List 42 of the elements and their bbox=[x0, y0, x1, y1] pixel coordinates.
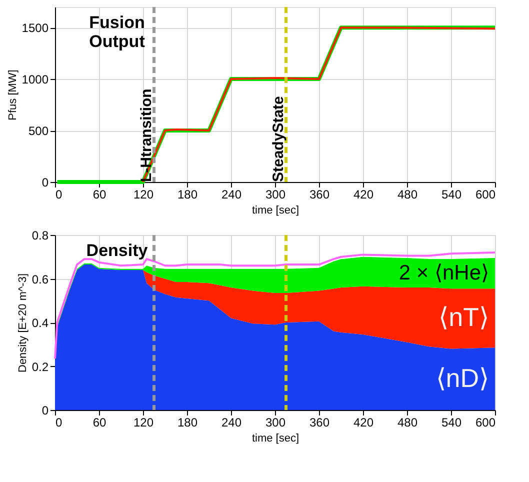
y-tick-label: 1000 bbox=[22, 72, 49, 87]
x-tick-label: 240 bbox=[221, 188, 242, 202]
ref-line-label: SteadyState bbox=[270, 96, 287, 182]
y-tick-label: 1500 bbox=[22, 21, 49, 36]
y-axis-title: Pfus [MW] bbox=[6, 70, 19, 120]
x-tick-label: 420 bbox=[353, 188, 374, 202]
y-axis-title: Density [E+20 m^-3] bbox=[16, 273, 29, 373]
x-tick-label: 60 bbox=[92, 416, 106, 430]
x-axis-title: time [sec] bbox=[252, 204, 300, 216]
x-tick-label: 600 bbox=[475, 416, 496, 430]
x-tick-label: 0 bbox=[56, 188, 62, 202]
y-tick-label: 500 bbox=[28, 124, 49, 138]
ref-line-label: L-Htransition bbox=[138, 88, 155, 182]
x-tick-label: 120 bbox=[133, 416, 154, 430]
x-tick-label: 240 bbox=[221, 416, 242, 430]
series-label: ⟨nT⟩ bbox=[438, 302, 489, 332]
x-tick-label: 360 bbox=[309, 416, 330, 430]
series-label: ⟨nD⟩ bbox=[436, 362, 489, 393]
x-tick-label: 300 bbox=[265, 188, 286, 202]
x-tick-label: 540 bbox=[441, 188, 462, 202]
series-label: 2 × ⟨nHe⟩ bbox=[398, 261, 489, 284]
y-tick-label: 0.6 bbox=[32, 272, 49, 286]
y-tick-label: 0 bbox=[42, 404, 49, 418]
x-tick-label: 540 bbox=[441, 416, 462, 430]
x-tick-label: 180 bbox=[177, 416, 198, 430]
x-tick-label: 180 bbox=[177, 188, 198, 202]
x-tick-label: 480 bbox=[397, 416, 418, 430]
x-tick-label: 0 bbox=[56, 416, 62, 430]
x-tick-label: 60 bbox=[92, 188, 106, 202]
x-tick-label: 360 bbox=[309, 188, 330, 202]
y-tick-label: 0 bbox=[42, 176, 49, 190]
y-tick-label: 0.4 bbox=[32, 316, 49, 330]
x-tick-label: 120 bbox=[133, 188, 154, 202]
x-axis-title: time [sec] bbox=[252, 432, 300, 444]
x-tick-label: 480 bbox=[397, 188, 418, 202]
x-tick-label: 300 bbox=[265, 416, 286, 430]
y-tick-label: 0.2 bbox=[32, 360, 49, 374]
y-tick-label: 0.8 bbox=[32, 228, 49, 242]
x-tick-label: 600 bbox=[475, 188, 496, 202]
text: Fusion Output bbox=[89, 13, 146, 51]
x-tick-label: 420 bbox=[353, 416, 374, 430]
chart-title: Density bbox=[86, 241, 148, 260]
